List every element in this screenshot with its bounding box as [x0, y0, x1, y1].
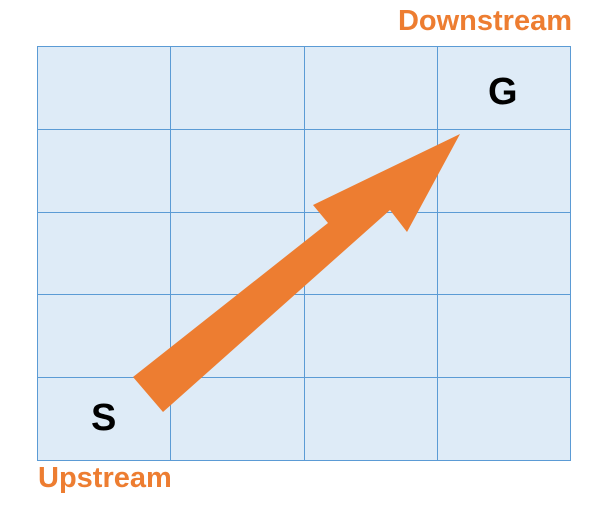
grid-cell	[437, 129, 571, 213]
downstream-label: Downstream	[397, 5, 572, 37]
grid-cell	[171, 47, 305, 130]
upstream-label: Upstream	[38, 462, 172, 494]
grid-cell	[437, 295, 571, 379]
grid-cell	[437, 212, 571, 296]
start-label: S	[91, 397, 117, 439]
grid-cell	[38, 212, 172, 296]
grid-cell	[304, 378, 438, 461]
grid-cell	[171, 129, 305, 213]
grid-cell	[38, 129, 172, 213]
grid-cell	[171, 212, 305, 296]
grid-cell	[304, 47, 438, 130]
grid-cell	[171, 378, 305, 461]
grid-cell	[437, 378, 571, 461]
goal-label: G	[488, 71, 518, 113]
grid-cell	[171, 295, 305, 379]
grid-cell	[304, 129, 438, 213]
grid-world: G S	[37, 46, 571, 461]
grid-cell	[437, 47, 571, 130]
grid-cell	[38, 295, 172, 379]
grid-cell	[38, 378, 172, 461]
grid-cell	[304, 212, 438, 296]
grid-cell	[38, 47, 172, 130]
grid-cell	[304, 295, 438, 379]
